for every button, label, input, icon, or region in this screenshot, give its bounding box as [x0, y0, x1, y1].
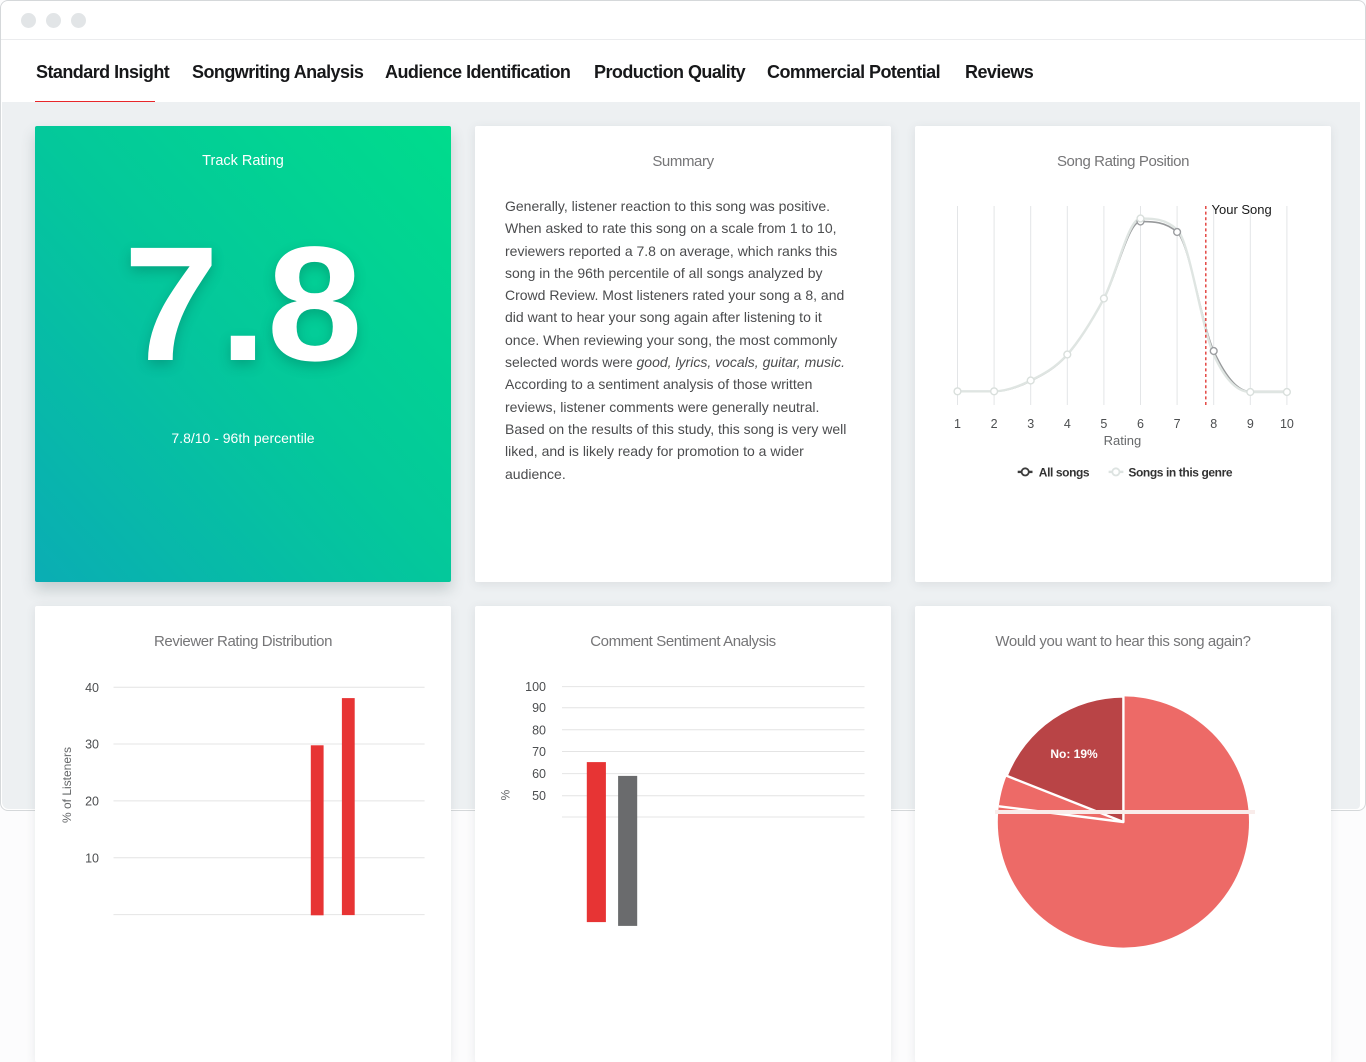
- svg-text:10: 10: [85, 851, 99, 865]
- svg-text:60: 60: [532, 767, 546, 781]
- svg-text:50: 50: [532, 789, 546, 803]
- svg-text:%: %: [498, 789, 512, 800]
- svg-text:3: 3: [1027, 417, 1034, 431]
- svg-text:100: 100: [525, 680, 546, 694]
- svg-text:7: 7: [1174, 417, 1181, 431]
- svg-text:1: 1: [954, 417, 961, 431]
- svg-text:All songs: All songs: [1039, 465, 1090, 479]
- svg-text:% of Listeners: % of Listeners: [60, 747, 74, 823]
- svg-text:No: 19%: No: 19%: [1050, 747, 1098, 761]
- svg-text:8: 8: [1210, 417, 1217, 431]
- svg-text:9: 9: [1247, 417, 1254, 431]
- svg-text:6: 6: [1137, 417, 1144, 431]
- svg-text:90: 90: [532, 701, 546, 715]
- svg-text:80: 80: [532, 723, 546, 737]
- svg-text:40: 40: [85, 681, 99, 695]
- svg-text:Songs in this genre: Songs in this genre: [1128, 465, 1232, 479]
- svg-text:4: 4: [1064, 417, 1071, 431]
- svg-text:Your Song: Your Song: [1212, 202, 1272, 217]
- svg-text:30: 30: [85, 738, 99, 752]
- svg-text:70: 70: [532, 745, 546, 759]
- svg-text:2: 2: [991, 417, 998, 431]
- svg-text:10: 10: [1280, 417, 1294, 431]
- svg-text:5: 5: [1100, 417, 1107, 431]
- svg-text:20: 20: [85, 794, 99, 808]
- svg-text:Rating: Rating: [1104, 433, 1142, 448]
